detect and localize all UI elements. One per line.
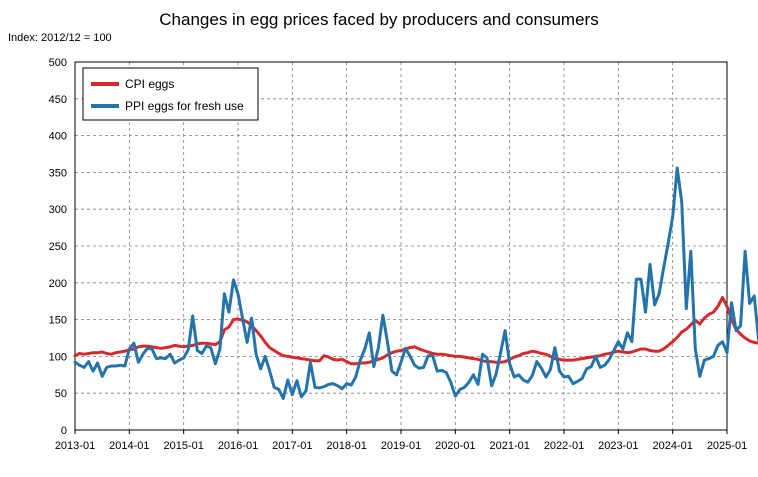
y-tick-label: 0	[61, 425, 67, 437]
x-tick-label: 2024-01	[652, 440, 692, 452]
legend-label-cpi-eggs: CPI eggs	[125, 77, 174, 91]
x-tick-label: 2018-01	[326, 440, 366, 452]
legend-box	[82, 67, 259, 121]
index-note: Index: 2012/12 = 100	[8, 32, 112, 44]
y-tick-label: 450	[49, 94, 67, 106]
x-tick-label: 2014-01	[109, 440, 149, 452]
plot-border	[74, 61, 728, 431]
y-tick-label: 250	[49, 241, 67, 253]
x-tick-label: 2025-01	[707, 440, 747, 452]
series-line-ppi-eggs-for-fresh-use	[73, 166, 758, 400]
legend-label-ppi-eggs-for-fresh-use: PPI eggs for fresh use	[125, 99, 244, 113]
y-tick-label: 50	[55, 388, 67, 400]
x-tick-label: 2016-01	[218, 440, 258, 452]
legend: CPI eggs PPI eggs for fresh use	[82, 67, 259, 121]
axes: 0 50 100 150 200 250 300 350 400 450 500 2013-01 201…	[49, 57, 748, 452]
x-tick-label: 2017-01	[272, 440, 312, 452]
y-tick-label: 500	[49, 57, 67, 69]
x-tick-label: 2021-01	[489, 440, 529, 452]
y-tick-label: 300	[49, 204, 67, 216]
y-tick-label: 400	[49, 131, 67, 143]
y-tick-label: 100	[49, 351, 67, 363]
x-tick-label: 2019-01	[381, 440, 421, 452]
x-tick-label: 2015-01	[163, 440, 203, 452]
x-tick-label: 2013-01	[55, 440, 95, 452]
x-tick-label: 2023-01	[598, 440, 638, 452]
x-tick-label: 2022-01	[544, 440, 584, 452]
y-tick-label: 350	[49, 167, 67, 179]
y-tick-label: 200	[49, 278, 67, 290]
y-tick-label: 150	[49, 315, 67, 327]
series-lines	[73, 166, 758, 400]
x-tick-label: 2020-01	[435, 440, 475, 452]
chart-title: Changes in egg prices faced by producers…	[159, 10, 599, 29]
series-line-cpi-eggs	[73, 296, 758, 366]
